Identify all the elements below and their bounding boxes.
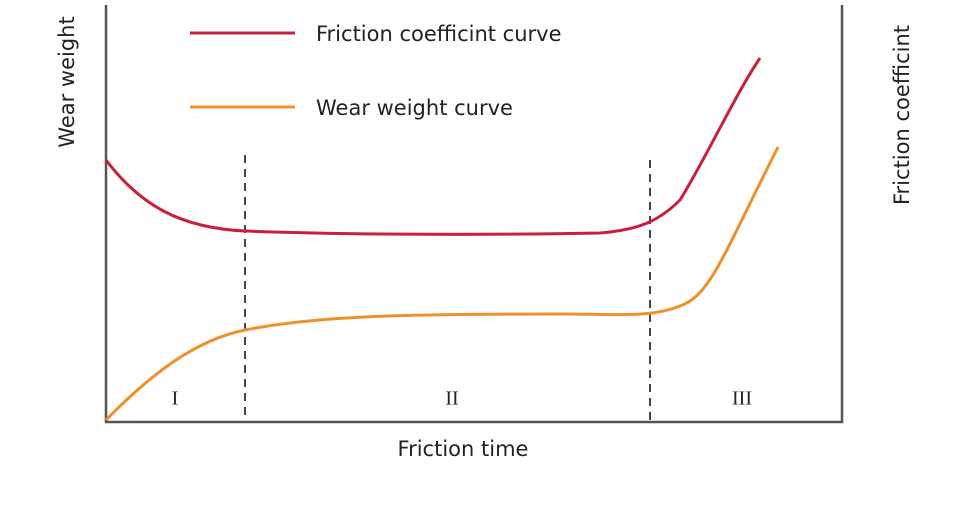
legend-label: Wear weight curve bbox=[316, 96, 513, 120]
x-axis-label: Friction time bbox=[398, 437, 529, 461]
y-left-label: Wear weight bbox=[55, 16, 79, 147]
friction-coefficient-curve bbox=[104, 57, 762, 236]
region-label: I bbox=[172, 388, 179, 410]
y-right-label: Friction coefficint bbox=[890, 25, 914, 205]
legend-label: Friction coefficint curve bbox=[316, 22, 562, 46]
region-label: III bbox=[732, 388, 752, 410]
wear-weight-curve bbox=[104, 146, 780, 422]
region-label: II bbox=[445, 388, 458, 410]
